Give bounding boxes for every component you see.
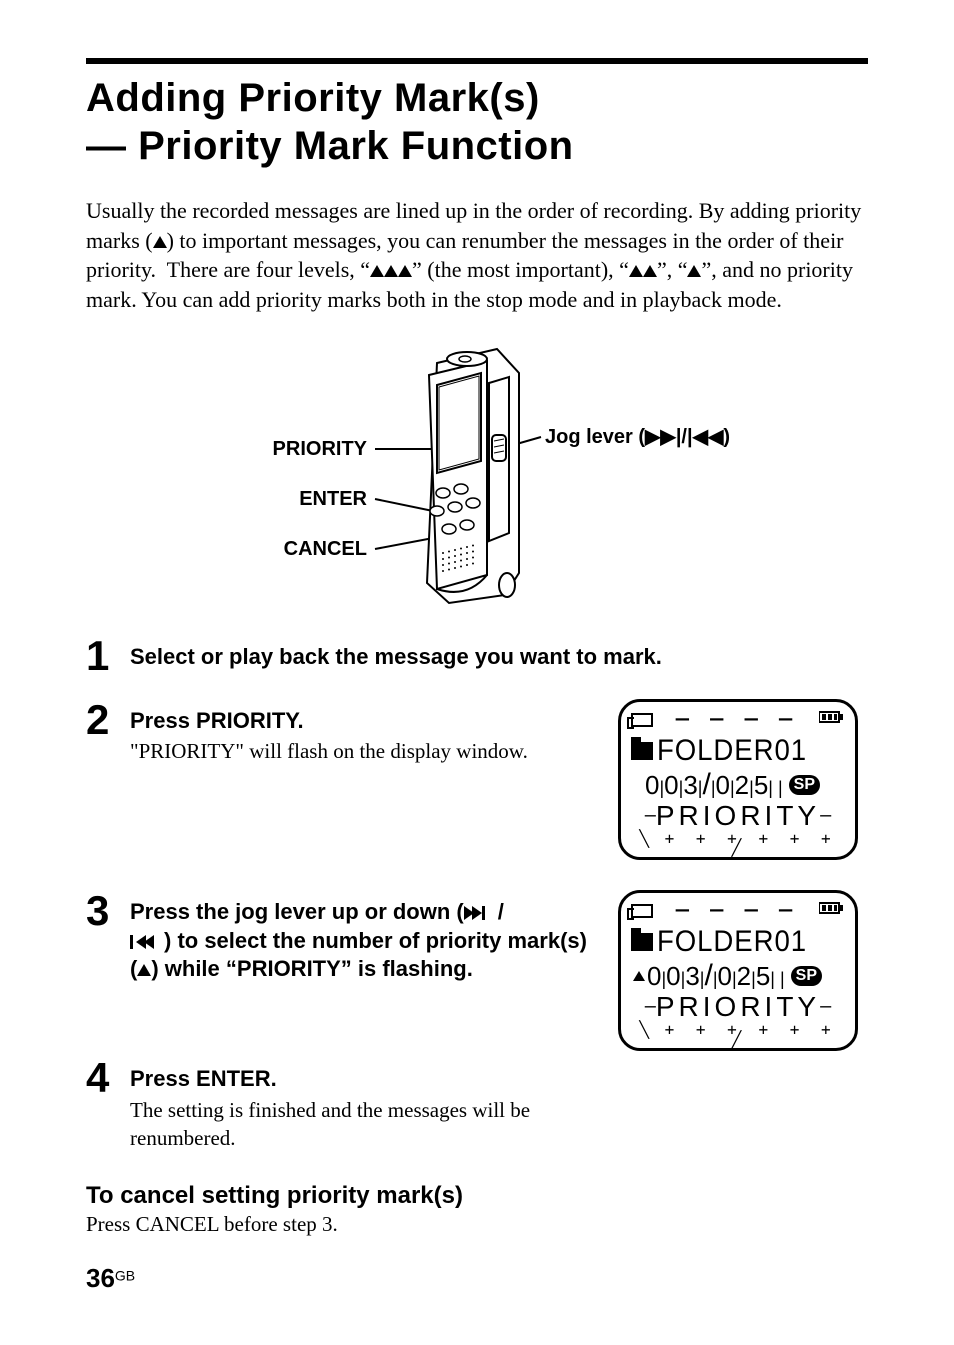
step-4-head: Press ENTER. (130, 1065, 598, 1094)
page-number-value: 36 (86, 1263, 115, 1293)
lcd-folder: FOLDER01 (657, 734, 807, 768)
folder-icon (631, 933, 653, 951)
step-4: 4 Press ENTER. The setting is finished a… (86, 1057, 868, 1152)
device-figure: PRIORITY ENTER CANCEL Jog lever (▶▶|/|◀◀… (86, 343, 868, 613)
step-number: 1 (86, 635, 130, 677)
triangle-icon (629, 265, 643, 277)
lcd-ticks: ╲ + + + + + + ╱ (631, 1025, 845, 1044)
sp-badge: SP (789, 775, 820, 795)
intro-paragraph: Usually the recorded messages are lined … (86, 196, 868, 315)
triangle-icon (370, 265, 384, 277)
lcd-counter: 0|0|3|/|0|2|5| | (647, 959, 785, 993)
arrow-left-icon: – (645, 804, 656, 827)
lcd-ticks: ╲ + + + + + + ╱ (631, 834, 845, 853)
lcd-priority-text: PRIORITY (656, 991, 820, 1023)
step-4-desc: The setting is finished and the messages… (130, 1096, 598, 1153)
label-jog: Jog lever (▶▶|/|◀◀) (545, 426, 730, 448)
page-region: GB (115, 1268, 135, 1284)
cancel-heading: To cancel setting priority mark(s) (86, 1182, 868, 1210)
lcd-priority-text: PRIORITY (656, 800, 820, 832)
title-line-2: — Priority Mark Function (86, 124, 574, 168)
cancel-body: Press CANCEL before step 3. (86, 1212, 868, 1237)
title-line-1: Adding Priority Mark(s) (86, 76, 540, 120)
priority-mark-icon (633, 971, 645, 981)
battery-icon (819, 901, 845, 920)
folder-icon (631, 742, 653, 760)
step-1-head: Select or play back the message you want… (130, 643, 868, 672)
triangle-icon (687, 265, 701, 277)
stop-icon (631, 904, 653, 918)
triangle-icon (384, 265, 398, 277)
arrow-right-icon: – (820, 995, 831, 1018)
arrow-right-icon: – (820, 804, 831, 827)
step-2-head: Press PRIORITY. (130, 707, 598, 736)
triangle-icon (137, 964, 151, 976)
label-priority: PRIORITY (273, 438, 368, 460)
step-3-head: Press the jog lever up or down (/ ) to s… (130, 898, 588, 984)
lcd-display-1: — — — — FOLDER01 0|0|3|/|0|2|5| | SP – P… (618, 699, 858, 860)
page-number: 36GB (86, 1263, 868, 1294)
section-rule (86, 58, 868, 64)
section-title: Adding Priority Mark(s) — Priority Mark … (86, 74, 868, 170)
device-illustration (427, 349, 519, 603)
step-number: 4 (86, 1057, 130, 1099)
battery-icon (819, 710, 845, 729)
lcd-display-2: — — — — FOLDER01 0|0|3|/|0|2|5| | SP – (618, 890, 858, 1051)
step-number: 2 (86, 699, 130, 741)
label-cancel: CANCEL (284, 538, 367, 560)
label-enter: ENTER (299, 488, 367, 510)
lcd-dashes: — — — — (676, 713, 796, 726)
triangle-icon (398, 265, 412, 277)
lcd-folder: FOLDER01 (657, 925, 807, 959)
step-1: 1 Select or play back the message you wa… (86, 635, 868, 677)
arrow-left-icon: – (645, 995, 656, 1018)
lcd-counter: 0|0|3|/|0|2|5| | (645, 768, 783, 802)
step-number: 3 (86, 890, 130, 932)
triangle-icon (643, 265, 657, 277)
triangle-icon (153, 236, 167, 248)
lcd-dashes: — — — — (676, 904, 796, 917)
step-2-desc: "PRIORITY" will flash on the display win… (130, 737, 598, 765)
sp-badge: SP (791, 966, 822, 986)
stop-icon (631, 713, 653, 727)
